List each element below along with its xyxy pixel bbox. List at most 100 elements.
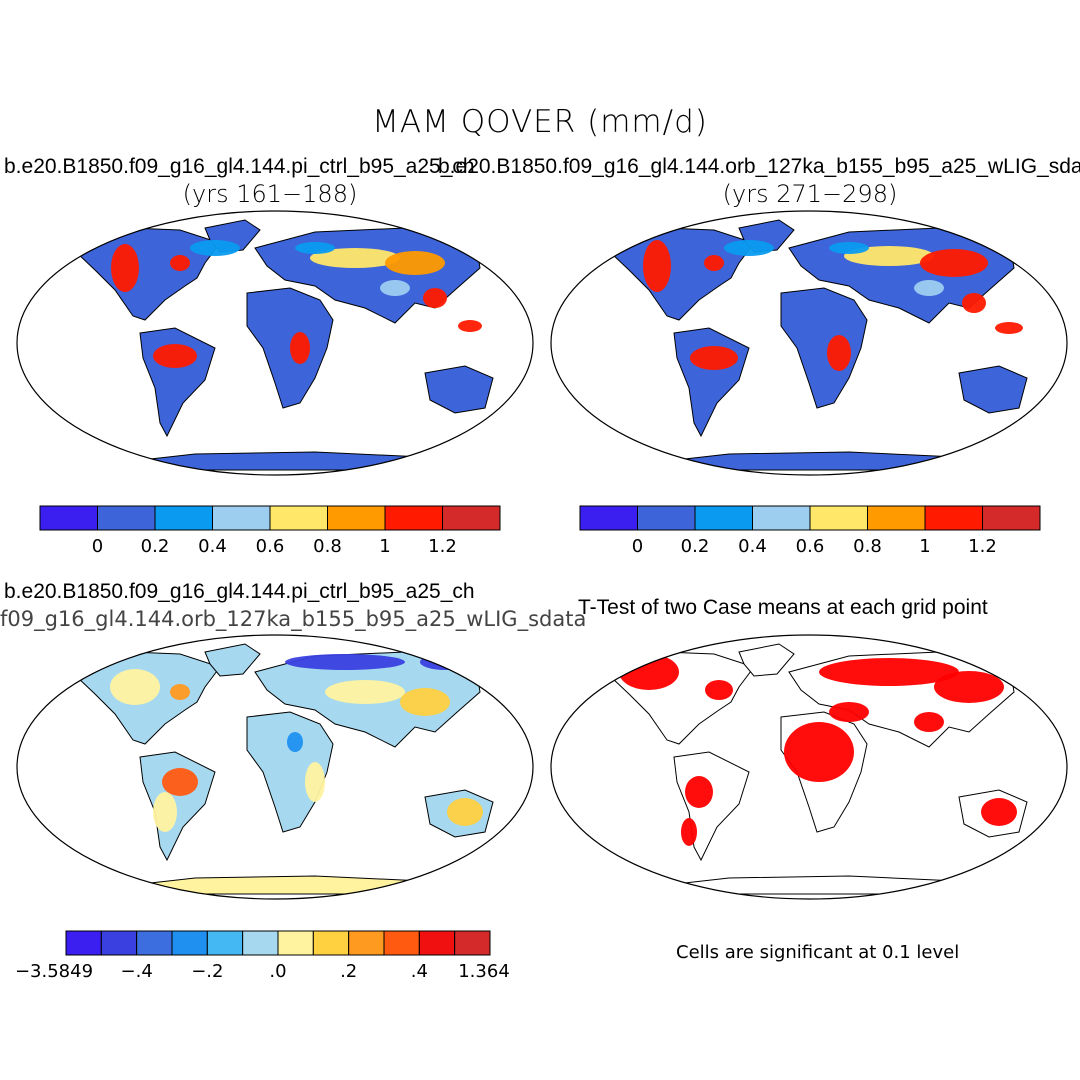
field-patch — [914, 712, 944, 732]
field-patch — [287, 732, 303, 752]
field-patch — [844, 246, 934, 266]
field-patch — [170, 684, 190, 700]
africa-shape — [780, 287, 868, 409]
map-content — [550, 634, 1068, 900]
map-border — [550, 634, 1068, 900]
field-patch — [290, 332, 310, 364]
colorbar-swatch — [418, 930, 456, 956]
australia-shape — [958, 365, 1028, 414]
colorbar-swatch — [442, 505, 501, 531]
field-patch — [111, 244, 139, 292]
colorbar-tick-label: 0.8 — [853, 536, 882, 557]
colorbar-swatch — [39, 505, 98, 531]
colorbar-tick-label: 0.2 — [681, 536, 710, 557]
field-patch — [690, 346, 738, 370]
field-patch — [385, 251, 445, 275]
map-border — [16, 634, 534, 900]
significance-note: Cells are significant at 0.1 level — [676, 942, 960, 963]
colorbar-tick-label: 0.4 — [198, 536, 227, 557]
colorbar-tick-label: 0.4 — [738, 536, 767, 557]
colorbar-tick-label: 1.2 — [968, 536, 997, 557]
colorbar-swatch — [206, 930, 244, 956]
colorbar-swatch — [383, 930, 420, 956]
field-patch — [962, 293, 986, 313]
diff-case-b: f09_g16_gl4.144.orb_127ka_b155_b95_a25_w… — [0, 607, 587, 631]
orb-colorbar: 0 0.2 0.4 0.6 0.8 1 1.2 — [579, 505, 1041, 557]
colorbar-swatch — [924, 505, 983, 531]
colorbar-tick-label: 1.2 — [428, 536, 457, 557]
orb-map — [550, 210, 1068, 476]
field-patch — [724, 240, 774, 256]
field-patch — [829, 702, 869, 722]
colorbar-swatch — [327, 505, 386, 531]
diff-colorbar: −3.5849 −.4 −.2 .0 .2 .4 1.364 — [15, 930, 510, 982]
field-patch — [934, 671, 1004, 703]
colorbar-swatch — [982, 505, 1041, 531]
colorbar-swatch — [171, 930, 208, 956]
field-patch — [285, 654, 405, 670]
colorbar-swatch — [277, 930, 314, 956]
colorbar-tick-label: .2 — [340, 961, 357, 982]
colorbar-tick-label: 0.6 — [256, 536, 285, 557]
diff-map — [16, 634, 534, 900]
field-patch — [920, 249, 988, 277]
field-patch — [995, 322, 1023, 334]
colorbar-tick-label: 0.6 — [796, 536, 825, 557]
field-patch — [153, 344, 197, 368]
colorbar-tick-label: 0 — [92, 536, 103, 557]
greenland-shape — [738, 643, 795, 677]
field-patch — [170, 255, 190, 271]
colorbar-swatch — [579, 505, 638, 531]
field-patch — [400, 688, 450, 716]
field-patch — [914, 280, 944, 296]
ctrl-map — [16, 210, 534, 476]
orb-years: (yrs 271−298) — [722, 180, 898, 208]
north-america-shape — [76, 227, 221, 321]
land-layer — [610, 219, 1028, 471]
colorbar-swatch — [154, 505, 213, 531]
field-patch — [705, 680, 733, 700]
colorbar-tick-label: 1 — [919, 536, 930, 557]
map-content — [16, 634, 534, 900]
field-patch — [619, 654, 679, 690]
ttest-map — [550, 634, 1068, 900]
field-patch — [153, 792, 177, 832]
colorbar-tick-label: .0 — [269, 961, 286, 982]
colorbar-swatch — [867, 505, 926, 531]
colorbar-swatch — [242, 930, 279, 956]
field-patch — [784, 722, 854, 782]
colorbar-tick-label: 0.8 — [313, 536, 342, 557]
ttest-title: T-Test of two Case means at each grid po… — [578, 596, 988, 619]
field-patch — [704, 255, 724, 271]
colorbar-swatch — [269, 505, 328, 531]
colorbar-swatch — [384, 505, 443, 531]
field-patch — [829, 242, 869, 254]
colorbar-swatch — [637, 505, 696, 531]
field-patch — [685, 776, 713, 808]
map-content — [550, 210, 1068, 476]
ctrl-colorbar: 0 0.2 0.4 0.6 0.8 1 1.2 — [39, 505, 501, 557]
field-patch — [681, 818, 697, 846]
greenland-shape — [204, 643, 261, 677]
figure-title: MAM QOVER (mm/d) — [372, 104, 708, 140]
map-border — [16, 210, 534, 476]
colorbar-swatch — [312, 930, 350, 956]
field-patch — [819, 658, 959, 686]
field-patch — [981, 798, 1017, 826]
ctrl-years: (yrs 161−188) — [182, 180, 358, 208]
colorbar-swatch — [694, 505, 753, 531]
field-patch — [458, 320, 482, 332]
field-patch — [325, 680, 405, 704]
orb-case-title: b.e20.B1850.f09_g16_gl4.144.orb_127ka_b1… — [438, 155, 1080, 178]
field-patch — [643, 240, 671, 292]
colorbar-swatch — [752, 505, 811, 531]
field-patch — [162, 768, 198, 796]
ctrl-case-title: b.e20.B1850.f09_g16_gl4.144.pi_ctrl_b95_… — [4, 155, 475, 178]
colorbar-tick-label: 0.2 — [141, 536, 170, 557]
colorbar-tick-label: −3.5849 — [15, 961, 93, 982]
colorbar-tick-label: −.4 — [121, 961, 153, 982]
diff-case-a: b.e20.B1850.f09_g16_gl4.144.pi_ctrl_b95_… — [4, 580, 475, 603]
field-patch — [310, 248, 400, 268]
map-border — [550, 210, 1068, 476]
colorbar-tick-label: −.2 — [191, 961, 223, 982]
